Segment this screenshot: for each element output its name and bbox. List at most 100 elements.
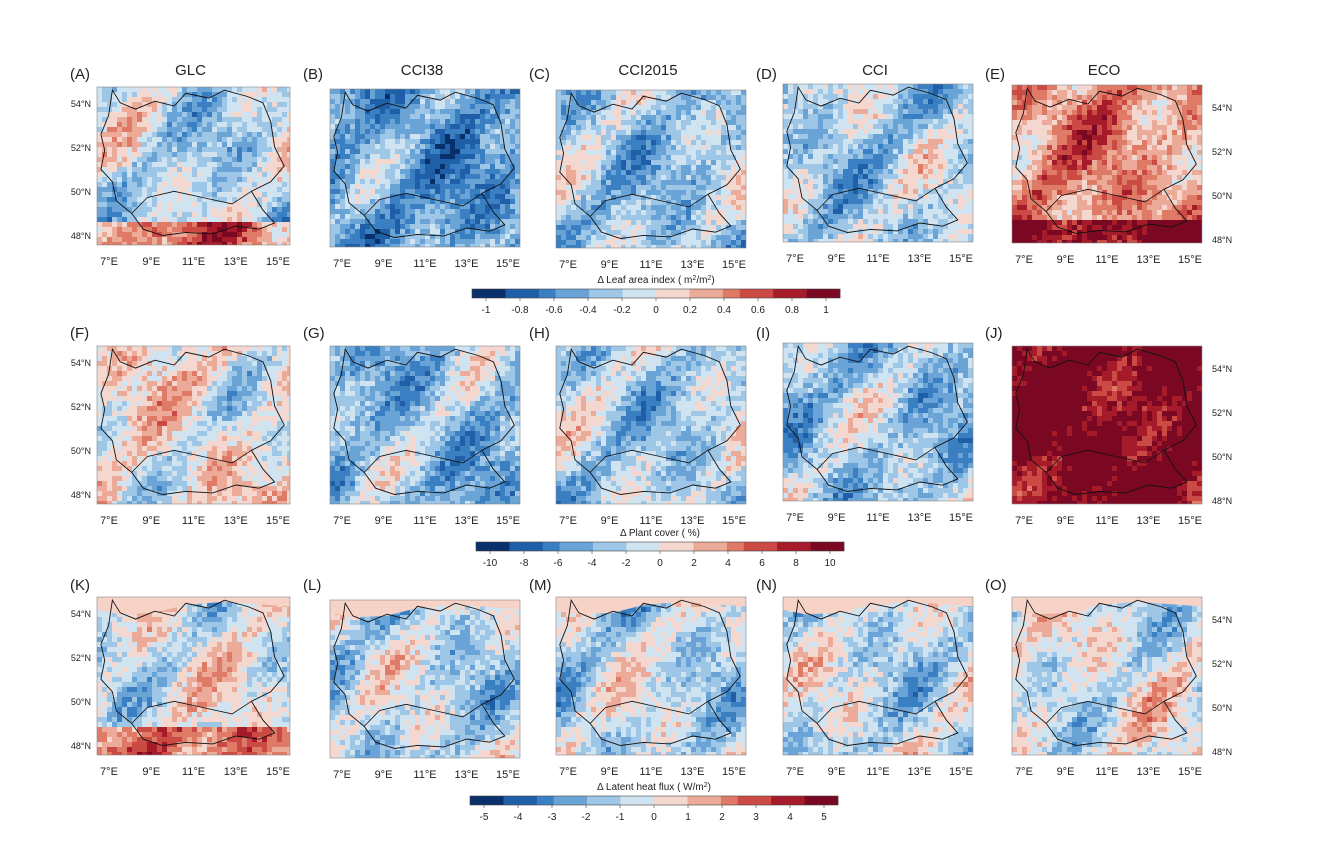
lon-tick-label: 9°E <box>142 256 160 268</box>
lon-tick-label: 15°E <box>266 256 290 268</box>
colorbar-swatch <box>626 542 644 551</box>
country-border <box>786 85 968 233</box>
lon-tick-label: 11°E <box>866 512 889 524</box>
lon-tick-label: 15°E <box>949 253 973 265</box>
colorbar-swatch <box>643 542 661 551</box>
colorbar-tick-label: -1 <box>616 812 625 823</box>
colorbar-swatch <box>536 796 554 805</box>
lon-tick-label: 7°E <box>786 253 804 265</box>
lon-tick-label: 13°E <box>908 253 932 265</box>
lon-tick-label: 15°E <box>496 258 520 270</box>
lat-tick-label: 54°N <box>71 99 91 109</box>
colorbar-swatch <box>739 289 757 298</box>
map-panel: (C) 7°E 9°E 11°E 13°E 15°E <box>529 66 747 271</box>
country-border <box>333 90 515 238</box>
lon-tick-label: 13°E <box>1137 766 1161 778</box>
colorbar-swatch <box>470 796 488 805</box>
lon-tick-label: 13°E <box>681 766 705 778</box>
country-border <box>100 347 285 495</box>
lon-tick-label: 9°E <box>601 515 619 527</box>
colorbar-swatch <box>637 796 655 805</box>
panel-frame <box>1011 596 1203 756</box>
lon-tick-label: 13°E <box>681 259 705 271</box>
colorbar-swatch <box>589 289 607 298</box>
colorbar: Δ Plant cover ( %) -10 -8 -6 -4 -2 0 2 4 6 8 10 <box>475 528 845 569</box>
colorbar-swatch <box>793 542 811 551</box>
lat-tick-label: 54°N <box>71 358 91 368</box>
lon-tick-label: 13°E <box>224 766 248 778</box>
map-raster <box>556 90 746 248</box>
colorbar-swatch <box>689 289 707 298</box>
colorbar: Δ Latent heat flux ( W/m2)-5 -4 -3 -2 -1 0 1 2 3… <box>469 782 839 823</box>
country-border <box>559 347 741 495</box>
colorbar-swatch <box>486 796 504 805</box>
lon-tick-label: 11°E <box>639 515 662 527</box>
country-border <box>100 88 285 236</box>
map-panel: (A) 7°E 9°E 11°E 13°E 15°E 54°N 52°N 50°N 48°N <box>70 66 291 268</box>
panel-frame <box>782 596 974 756</box>
panel-frame <box>96 86 291 246</box>
colorbar-title-part: Δ Plant cover ( %) <box>620 528 700 539</box>
country-border <box>786 598 968 746</box>
colorbar-swatch <box>777 542 795 551</box>
lon-tick-label: 11°E <box>413 258 436 270</box>
colorbar-swatch <box>559 542 577 551</box>
colorbar-swatch <box>756 289 774 298</box>
colorbar-swatch <box>710 542 728 551</box>
lon-tick-label: 11°E <box>1095 515 1118 527</box>
colorbar-title-part: /m <box>696 275 707 286</box>
colorbar-tick-label: -8 <box>520 558 529 569</box>
lon-tick-label: 9°E <box>601 766 619 778</box>
panel-frame <box>329 599 521 759</box>
map-raster <box>97 87 290 245</box>
colorbar-swatch <box>754 796 772 805</box>
colorbar-title-part: Δ Latent heat flux ( W/m <box>597 782 704 793</box>
colorbar-swatch <box>660 542 678 551</box>
lon-tick-label: 7°E <box>333 258 351 270</box>
colorbar-swatch <box>771 796 789 805</box>
lon-tick-label: 13°E <box>908 512 932 524</box>
colorbar-tick-label: -2 <box>622 558 631 569</box>
lon-tick-label: 13°E <box>455 769 479 781</box>
inner-border <box>1045 700 1165 724</box>
colorbar-swatch <box>538 289 556 298</box>
colorbar-swatch <box>676 542 694 551</box>
lon-tick-label: 11°E <box>182 766 205 778</box>
lat-tick-label: 48°N <box>1212 747 1232 757</box>
colorbar-tick-label: 5 <box>821 812 827 823</box>
colorbar-swatch <box>605 289 623 298</box>
lat-tick-label: 52°N <box>1212 659 1232 669</box>
map-panel: (D) 7°E 9°E 11°E 13°E 15°E <box>756 66 974 265</box>
lon-tick-label: 9°E <box>828 766 846 778</box>
panel-label: (E) <box>985 66 1005 83</box>
lat-tick-label: 52°N <box>71 653 91 663</box>
column-title: ECO <box>1088 62 1121 79</box>
lat-tick-label: 48°N <box>71 490 91 500</box>
colorbar-swatch <box>522 289 540 298</box>
colorbar-swatch <box>488 289 506 298</box>
colorbar-tick-label: 1 <box>823 305 829 316</box>
map-raster <box>97 597 290 755</box>
lon-tick-label: 15°E <box>496 515 520 527</box>
colorbar-tick-label: -2 <box>582 812 591 823</box>
lat-tick-label: 54°N <box>71 609 91 619</box>
colorbar-swatch <box>706 289 724 298</box>
panel-label: (G) <box>303 325 325 342</box>
inner-border <box>589 700 709 724</box>
panel-frame <box>96 596 291 756</box>
lon-tick-label: 11°E <box>866 766 889 778</box>
inner-border <box>816 700 936 724</box>
colorbar-tick-label: -0.4 <box>579 305 597 316</box>
panel-frame <box>782 83 974 243</box>
lat-tick-label: 50°N <box>71 446 91 456</box>
colorbar-swatch <box>570 796 588 805</box>
colorbar-swatch <box>509 542 527 551</box>
panel-label: (C) <box>529 66 550 83</box>
colorbar-tick-label: 0 <box>653 305 659 316</box>
colorbar-swatch <box>587 796 605 805</box>
map-raster <box>330 89 520 247</box>
colorbar-tick-label: 8 <box>793 558 799 569</box>
colorbar-swatch <box>622 289 640 298</box>
colorbar-swatch <box>555 289 573 298</box>
colorbar-tick-label: 0 <box>651 812 657 823</box>
